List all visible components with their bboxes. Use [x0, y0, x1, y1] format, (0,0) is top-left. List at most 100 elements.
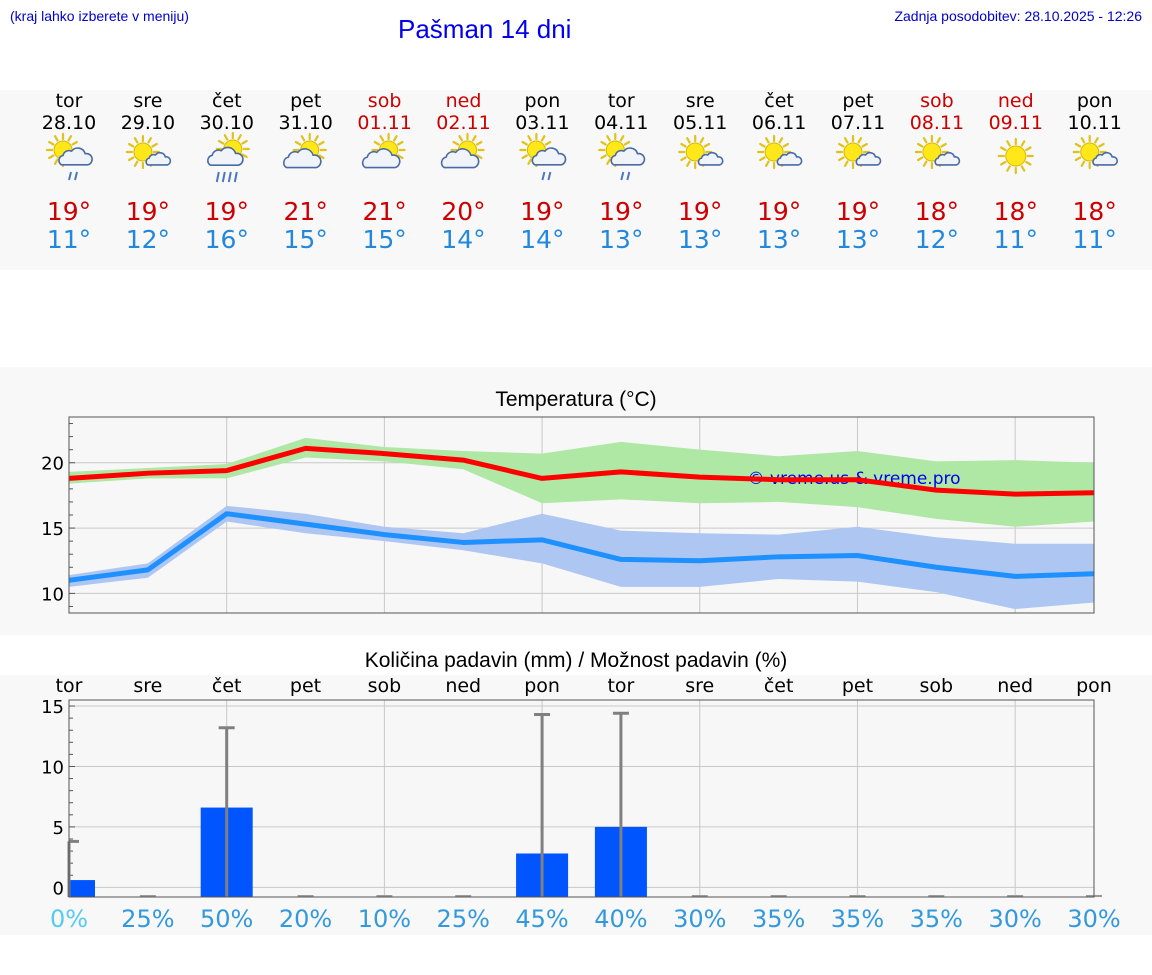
precipitation-probability: 45% — [515, 905, 568, 933]
sun-cloud-icon — [282, 132, 327, 169]
day-name: čet — [764, 90, 794, 112]
sun-icon — [997, 137, 1034, 175]
day-name: sob — [368, 90, 402, 112]
max-temperature: 18° — [1073, 197, 1117, 226]
min-temperature: 14° — [441, 225, 485, 254]
cloud-shape — [697, 151, 724, 166]
min-temperature: 13° — [599, 225, 643, 254]
min-temperature: 11° — [47, 225, 91, 254]
max-temperature: 19° — [205, 197, 249, 226]
precipitation-probability: 30% — [673, 905, 726, 933]
max-temperature: 19° — [520, 197, 564, 226]
day-date: 03.11 — [515, 112, 569, 134]
day-name: sre — [133, 90, 162, 112]
min-temperature-line — [68, 511, 1095, 583]
precipitation-probability: 20% — [279, 905, 332, 933]
sun-shape — [1072, 134, 1107, 170]
rain-drops — [620, 171, 631, 181]
day-date: 28.10 — [42, 112, 96, 134]
sun-cloud-rain-icon — [45, 132, 93, 181]
sun-shape — [997, 137, 1034, 175]
plot-frame — [68, 699, 1095, 898]
day-name: sre — [686, 90, 715, 112]
day-date: 30.10 — [200, 112, 254, 134]
day-date: 07.11 — [831, 112, 885, 134]
sun-cloud-icon — [361, 132, 406, 169]
sun-cloud-icon — [440, 132, 485, 169]
day-name: pet — [290, 90, 321, 112]
max-temperature: 19° — [678, 197, 722, 226]
y-tick-label: 10 — [41, 757, 64, 778]
day-name: čet — [212, 90, 242, 112]
day-date: 05.11 — [673, 112, 727, 134]
precipitation-chart: tor sre čet pet sob ned pon tor sre čet pet sob ned p… — [41, 675, 1121, 933]
forecast-strip: tor 28.10 19° 11° sre 29.10 19° 12° čet 30.10 19° 1… — [0, 90, 1152, 270]
day-name: pon — [525, 90, 561, 112]
max-temperature: 19° — [757, 197, 801, 226]
max-temperature: 18° — [915, 197, 959, 226]
cloud-shape — [145, 151, 172, 166]
last-updated: Zadnja posodobitev: 28.10.2025 - 12:26 — [894, 8, 1142, 24]
precip-day-label: sob — [920, 675, 954, 697]
min-temperature: 13° — [678, 225, 722, 254]
sun-small-cloud-icon — [678, 134, 724, 170]
precipitation-probability: 10% — [358, 905, 411, 933]
forecast-days: tor28.1019°11°sre29.1019°12°čet30.1019°1… — [42, 90, 1122, 254]
cloud-shape — [934, 151, 961, 166]
day-date: 31.10 — [278, 112, 332, 134]
min-temperature: 12° — [126, 225, 170, 254]
precip-day-label: pon — [524, 675, 560, 697]
max-temperature: 21° — [362, 197, 406, 226]
precipitation-whisker — [534, 713, 551, 897]
precip-day-label: sre — [685, 675, 714, 697]
precip-day-label: pet — [842, 675, 873, 697]
day-date: 06.11 — [752, 112, 806, 134]
sun-small-cloud-icon — [125, 134, 172, 170]
rain-drops — [541, 171, 552, 181]
sun-cloud-rain-icon — [519, 132, 567, 181]
y-tick-label: 15 — [41, 519, 64, 540]
precip-day-label: ned — [997, 675, 1033, 697]
precipitation-probability: 25% — [437, 905, 490, 933]
max-temperature-range-band — [69, 437, 1094, 527]
day-name: sob — [920, 90, 954, 112]
location-hint: (kraj lahko izberete v meniju) — [10, 8, 189, 24]
day-name: ned — [998, 90, 1034, 112]
precipitation-whisker — [612, 711, 629, 897]
precipitation-probability: 0% — [50, 905, 88, 933]
min-temperature: 11° — [1073, 225, 1117, 254]
min-temperature-range-band — [69, 505, 1094, 610]
sun-shape — [125, 134, 160, 170]
day-name: tor — [608, 90, 635, 112]
y-tick-label: 0 — [53, 878, 64, 899]
min-temperature: 15° — [362, 225, 406, 254]
y-tick-label: 5 — [53, 818, 64, 839]
precipitation-probability: 40% — [594, 905, 647, 933]
precipitation-probability: 30% — [988, 905, 1041, 933]
precip-day-label: tor — [607, 675, 634, 697]
sun-small-cloud-icon — [756, 134, 803, 170]
precipitation-whisker — [218, 726, 235, 897]
precip-day-label: tor — [56, 675, 83, 697]
cloud-shape — [361, 148, 401, 169]
precipitation-probability: 35% — [752, 905, 805, 933]
cloud-shape — [58, 147, 93, 166]
sun-cloud-heavy-rain-icon — [207, 131, 250, 183]
cloud-shape — [855, 151, 882, 166]
precip-day-label: pet — [290, 675, 321, 697]
day-name: ned — [446, 90, 482, 112]
max-temperature: 19° — [599, 197, 643, 226]
max-temperature-line — [68, 445, 1095, 497]
day-date: 09.11 — [989, 112, 1043, 134]
day-date: 10.11 — [1067, 112, 1121, 134]
precipitation-probability: 30% — [1067, 905, 1120, 933]
precip-day-label: pon — [1076, 675, 1112, 697]
